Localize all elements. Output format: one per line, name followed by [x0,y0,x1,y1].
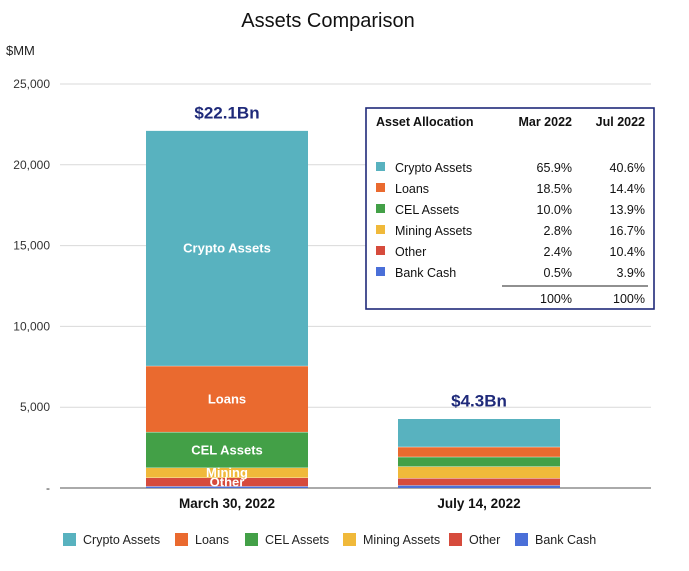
y-tick-label: 20,000 [13,158,50,172]
y-tick-label: 15,000 [13,239,50,253]
table-row-label: Crypto Assets [395,161,472,175]
y-axis-ticks: - 5,000 10,000 15,000 20,000 25,000 [13,77,50,495]
table-swatch [376,183,385,192]
bar-segment-cel-assets [146,431,308,468]
y-axis-unit-label: $MM [6,43,35,58]
legend-swatch [343,533,356,546]
y-tick-label: 10,000 [13,319,50,333]
segment-label: Other [210,474,245,489]
table-row-jul: 40.6% [610,161,645,175]
table-swatch [376,162,385,171]
legend-label: Loans [195,533,229,547]
segment-label: Loans [208,391,246,406]
table-row-label: Loans [395,182,429,196]
bar-segment-mining-assets [398,466,560,479]
bar-segment-crypto-assets [398,418,560,447]
table-row-mar: 0.5% [544,266,573,280]
table-total-jul: 100% [613,292,645,306]
legend-label: Crypto Assets [83,533,160,547]
bar-segment-mining-assets [146,467,308,478]
table-row-jul: 3.9% [617,266,646,280]
segment-label: Mining [206,465,248,480]
bar-total-label: $22.1Bn [194,104,259,123]
legend-label: Other [469,533,500,547]
table-row-mar: 65.9% [537,161,572,175]
table-row-mar: 18.5% [537,182,572,196]
legend-label: Bank Cash [535,533,596,547]
table-row-mar: 2.4% [544,245,573,259]
table-row-jul: 13.9% [610,203,645,217]
table-row-label: Mining Assets [395,224,472,238]
legend-label: CEL Assets [265,533,329,547]
table-header-mar: Mar 2022 [518,115,572,129]
table-swatch [376,204,385,213]
table-row-label: Other [395,245,426,259]
y-tick-label: 25,000 [13,77,50,91]
bar-segment-other [146,477,308,487]
table-swatch [376,267,385,276]
x-axis-categories: March 30, 2022 July 14, 2022 [179,496,521,511]
table-row-jul: 16.7% [610,224,645,238]
y-tick-label: - [46,481,50,495]
legend-swatch [449,533,462,546]
asset-allocation-table: Asset Allocation Mar 2022 Jul 2022 Crypto A… [365,107,655,310]
bar-segment-cel-assets [398,456,560,467]
table-row-label: Bank Cash [395,266,456,280]
table-row-label: CEL Assets [395,203,459,217]
table-row-mar: 2.8% [544,224,573,238]
legend-swatch [515,533,528,546]
table-total-mar: 100% [540,292,572,306]
table-row-jul: 14.4% [610,182,645,196]
stacked-bars [146,130,560,488]
x-category-label: July 14, 2022 [437,496,520,511]
bar-total-label: $4.3Bn [451,392,507,411]
bar-segment-loans [398,446,560,457]
table-row-mar: 10.0% [537,203,572,217]
table-swatch [376,246,385,255]
bar-segment-bank-cash [398,485,560,488]
legend-swatch [175,533,188,546]
bar-segment-other [398,478,560,486]
x-category-label: March 30, 2022 [179,496,275,511]
legend-swatch [63,533,76,546]
chart-legend: Crypto Assets Loans CEL Assets Mining Asset… [63,533,596,547]
segment-label: CEL Assets [191,442,263,457]
table-row-jul: 10.4% [610,245,645,259]
table-header-label: Asset Allocation [376,115,473,129]
chart-title: Assets Comparison [241,10,414,32]
segment-label: Crypto Assets [183,241,271,256]
table-border [365,107,655,310]
y-tick-label: 5,000 [20,400,50,414]
legend-label: Mining Assets [363,533,440,547]
bar-segment-bank-cash [146,486,308,488]
legend-swatch [245,533,258,546]
bar-segment-crypto-assets [146,130,308,366]
bar-segment-loans [146,365,308,432]
table-swatch [376,225,385,234]
table-header-jul: Jul 2022 [596,115,645,129]
